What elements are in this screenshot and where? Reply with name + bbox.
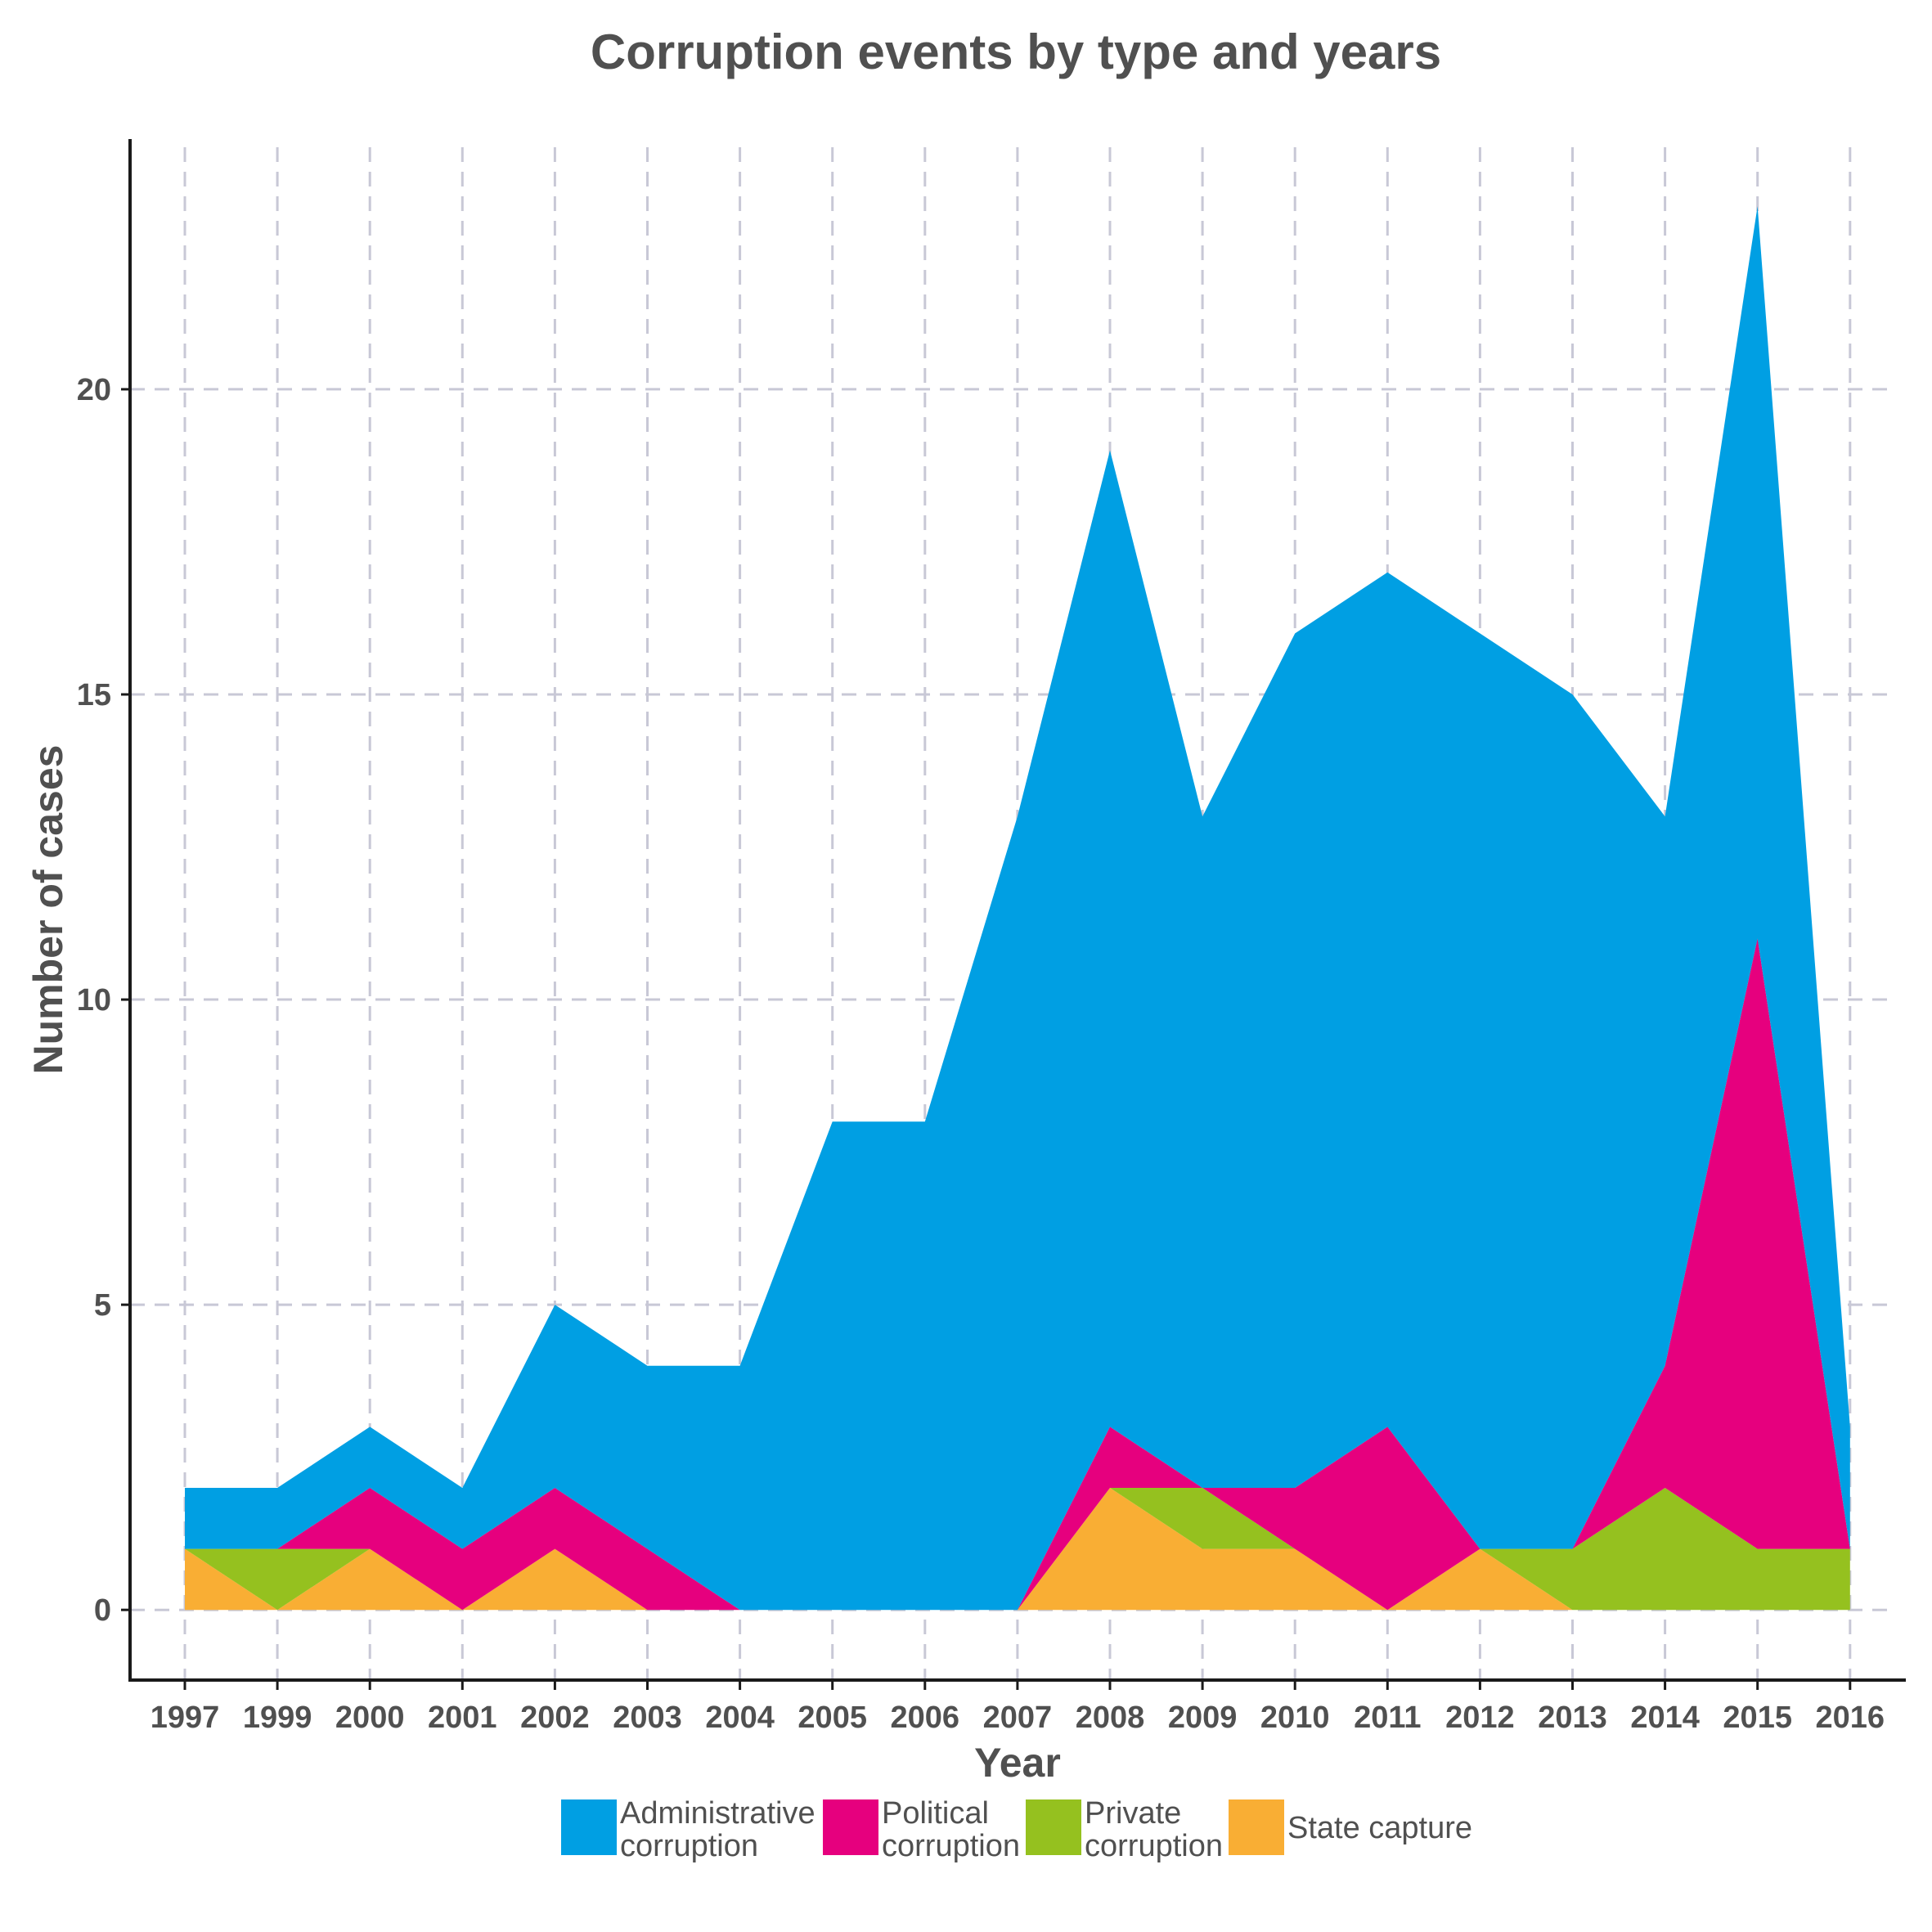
legend-item-3: State capture (1229, 1799, 1472, 1855)
legend-label-0-line-1: corruption (620, 1829, 758, 1863)
x-tick-label-2000: 2000 (335, 1701, 405, 1735)
x-tick-label-2009: 2009 (1168, 1701, 1238, 1735)
area-administrative-corruption (185, 206, 1850, 1611)
x-tick-label-2015: 2015 (1723, 1701, 1792, 1735)
x-tick-label-2012: 2012 (1445, 1701, 1515, 1735)
x-tick-labels: 1997 1999 2000 2001 2002 2003 2004 2005 2006 2007… (151, 1680, 1885, 1735)
legend-key-3 (1229, 1799, 1284, 1855)
legend-key-0 (561, 1799, 617, 1855)
x-tick-label-1999: 1999 (243, 1701, 312, 1735)
legend-label-1-line-0: Political (882, 1796, 989, 1831)
x-tick-label-2003: 2003 (613, 1701, 682, 1735)
x-tick-label-2001: 2001 (428, 1701, 497, 1735)
legend-key-1 (823, 1799, 878, 1855)
y-tick-label-15: 15 (77, 678, 111, 712)
x-tick-label-2007: 2007 (983, 1701, 1053, 1735)
legend-key-2 (1026, 1799, 1081, 1855)
x-axis-title: Year (974, 1740, 1061, 1786)
area-state-capture (185, 1488, 1850, 1611)
x-tick-label-2008: 2008 (1076, 1701, 1145, 1735)
legend-label-2-line-0: Private (1085, 1796, 1181, 1831)
x-tick-label-2010: 2010 (1260, 1701, 1330, 1735)
x-tick-label-2005: 2005 (798, 1701, 867, 1735)
x-tick-label-1997: 1997 (151, 1701, 220, 1735)
x-tick-label-2014: 2014 (1630, 1701, 1700, 1735)
legend-label-2-line-1: corruption (1085, 1829, 1223, 1863)
legend-label-3-line-0: State capture (1287, 1811, 1472, 1845)
area-political-corruption (185, 938, 1850, 1611)
x-tick-label-2016: 2016 (1816, 1701, 1885, 1735)
x-tick-label-2013: 2013 (1538, 1701, 1607, 1735)
legend-label-0-line-0: Administrative (620, 1796, 815, 1831)
y-tick-labels: 0 5 10 15 20 (77, 373, 130, 1628)
area-series (185, 206, 1850, 1611)
y-tick-label-20: 20 (77, 373, 111, 407)
x-tick-label-2011: 2011 (1354, 1701, 1421, 1735)
legend: AdministrativecorruptionPoliticalcorrupt… (561, 1796, 1472, 1863)
y-tick-label-0: 0 (94, 1593, 111, 1628)
y-axis-title: Number of cases (25, 745, 71, 1075)
y-tick-label-10: 10 (77, 983, 111, 1018)
y-tick-label-5: 5 (94, 1288, 111, 1323)
x-tick-label-2006: 2006 (891, 1701, 960, 1735)
chart-title: Corruption events by type and years (591, 25, 1441, 79)
x-tick-label-2002: 2002 (520, 1701, 590, 1735)
x-tick-label-2004: 2004 (705, 1701, 775, 1735)
legend-label-1-line-1: corruption (882, 1829, 1020, 1863)
